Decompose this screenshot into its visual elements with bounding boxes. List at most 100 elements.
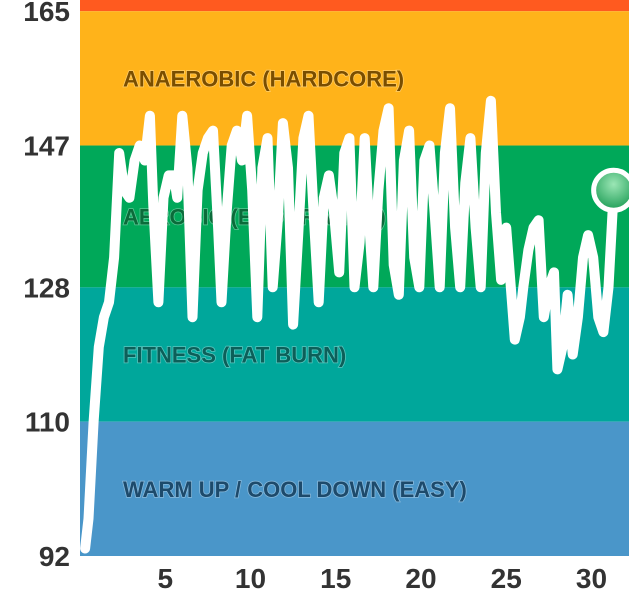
data-point	[408, 130, 410, 132]
y-axis-ticks: 92 110 128 147 165	[23, 0, 70, 572]
data-point	[149, 115, 151, 117]
data-point	[495, 212, 497, 214]
data-point	[510, 294, 512, 296]
data-point	[313, 212, 315, 214]
data-point	[543, 316, 545, 318]
data-point	[84, 548, 86, 550]
data-point	[577, 316, 579, 318]
data-point	[519, 316, 521, 318]
data-point	[367, 204, 369, 206]
data-point	[553, 271, 555, 273]
data-point	[323, 197, 325, 199]
y-tick-label: 110	[25, 407, 70, 438]
data-point	[423, 159, 425, 161]
data-point	[602, 331, 604, 333]
data-point	[152, 204, 154, 206]
data-point	[522, 286, 524, 288]
data-point	[251, 189, 253, 191]
data-point	[98, 346, 100, 348]
data-point	[562, 346, 564, 348]
data-point	[413, 256, 415, 258]
data-point	[388, 107, 390, 109]
data-point	[527, 249, 529, 251]
data-point	[157, 301, 159, 303]
data-point	[475, 227, 477, 229]
data-point	[202, 152, 204, 154]
x-tick-label: 5	[157, 563, 173, 594]
data-point	[246, 115, 248, 117]
current-value-marker	[591, 167, 629, 213]
data-point	[485, 152, 487, 154]
data-point	[118, 152, 120, 154]
data-point	[241, 159, 243, 161]
data-point	[480, 286, 482, 288]
data-point	[277, 219, 279, 221]
data-point	[582, 256, 584, 258]
data-point	[567, 294, 569, 296]
data-point	[459, 286, 461, 288]
data-point	[302, 137, 304, 139]
data-point	[103, 316, 105, 318]
data-point	[533, 227, 535, 229]
series-layer	[80, 95, 629, 554]
data-point	[93, 421, 95, 423]
data-point	[418, 286, 420, 288]
data-point	[505, 227, 507, 229]
x-tick-label: 15	[320, 563, 351, 594]
data-point	[333, 212, 335, 214]
data-point	[382, 130, 384, 132]
data-point	[348, 137, 350, 139]
data-point	[282, 122, 284, 124]
data-point	[429, 145, 431, 147]
data-point	[217, 227, 219, 229]
data-point	[354, 286, 355, 288]
zone-label-3: FITNESS (FAT BURN)	[123, 342, 346, 367]
x-axis-ticks: 5 10 15 20 25 30	[157, 563, 607, 594]
x-tick-label: 30	[576, 563, 607, 594]
data-point	[261, 167, 263, 169]
data-point	[597, 316, 599, 318]
data-point	[548, 286, 550, 288]
data-point	[377, 189, 379, 191]
data-point	[444, 152, 446, 154]
data-point	[212, 130, 214, 132]
data-point	[292, 324, 294, 326]
zone-label-4: WARM UP / COOL DOWN (EASY)	[123, 477, 467, 502]
y-tick-label: 147	[23, 131, 70, 162]
data-point	[128, 197, 130, 199]
data-point	[186, 167, 188, 169]
data-point	[139, 145, 141, 147]
data-point	[500, 279, 502, 281]
data-point	[403, 159, 405, 161]
data-point	[364, 137, 366, 139]
data-point	[168, 174, 170, 176]
data-point	[490, 100, 492, 102]
data-point	[221, 301, 223, 303]
data-point	[134, 159, 136, 161]
data-point	[608, 286, 610, 288]
data-point	[297, 234, 299, 236]
y-tick-label: 165	[23, 0, 70, 27]
data-point	[163, 197, 165, 199]
data-point	[181, 115, 183, 117]
data-point	[454, 227, 456, 229]
data-point	[449, 107, 451, 109]
data-point	[469, 137, 471, 139]
data-point	[256, 316, 258, 318]
data-point	[267, 137, 269, 139]
data-point	[328, 174, 330, 176]
data-point	[197, 189, 199, 191]
data-point	[343, 152, 345, 154]
zone-band-4	[80, 421, 629, 556]
y-tick-label: 128	[23, 272, 70, 303]
data-point	[123, 189, 125, 191]
data-point	[514, 339, 516, 341]
data-point	[231, 145, 233, 147]
x-tick-label: 25	[491, 563, 522, 594]
data-point	[144, 159, 146, 161]
data-point	[572, 353, 574, 355]
data-point	[207, 137, 209, 139]
data-point	[434, 212, 436, 214]
zone-band-3	[80, 287, 629, 422]
